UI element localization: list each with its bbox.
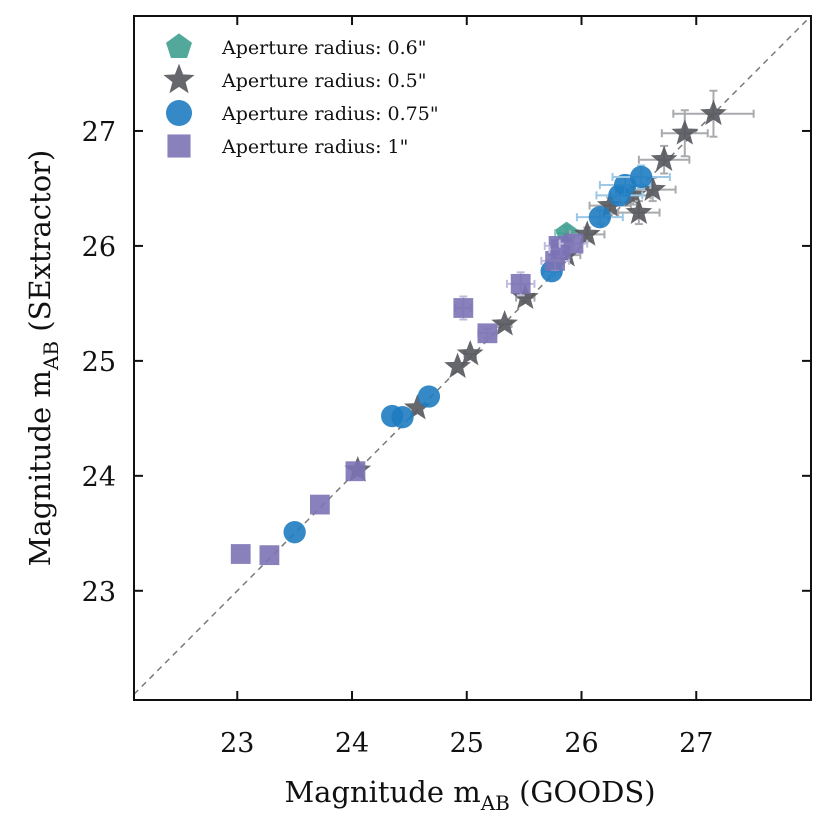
x-axis-label-subscript: AB: [480, 791, 510, 815]
legend-marker-square: [167, 134, 191, 158]
x-tick-label: 27: [679, 728, 713, 759]
data-point-star: [639, 175, 666, 201]
x-tick-label: 26: [564, 728, 598, 759]
series-square: [230, 233, 589, 566]
data-point-star: [671, 119, 699, 145]
data-point-square: [453, 298, 474, 318]
data-point-star: [625, 198, 653, 224]
y-tick-label: 26: [82, 232, 116, 263]
data-point-star: [573, 220, 601, 246]
data-point-circle: [588, 206, 612, 229]
data-point-star: [491, 310, 518, 336]
legend-item-square: Aperture radius: 1": [167, 134, 408, 158]
data-point-square: [230, 544, 251, 564]
legend-marker-circle: [165, 99, 193, 127]
y-tick-label: 27: [82, 117, 116, 148]
data-point-square: [510, 273, 531, 294]
data-point-circle: [391, 406, 414, 429]
data-point-star: [456, 339, 484, 366]
plot-frame: [133, 15, 812, 701]
data-point-circle: [630, 165, 653, 189]
data-point-star: [650, 145, 678, 172]
y-tick-label: 24: [82, 462, 116, 493]
data-point-square: [309, 494, 330, 515]
data-point-square: [259, 545, 280, 566]
legend-label: Aperture radius: 1": [221, 136, 408, 158]
legend-label: Aperture radius: 0.75": [221, 103, 439, 125]
data-point-square: [477, 323, 498, 344]
x-tick-label: 25: [450, 728, 484, 759]
legend-item-star: Aperture radius: 0.5": [163, 63, 426, 94]
data-point-star: [404, 393, 431, 420]
legend: Aperture radius: 0.6" Aperture radius: 0.…: [163, 33, 439, 158]
data-point-star: [700, 99, 727, 126]
x-tick-label: 23: [220, 728, 254, 759]
data-point-star: [596, 191, 624, 218]
data-point-square: [345, 461, 366, 482]
data-point-circle: [417, 385, 441, 408]
y-tick-label: 23: [82, 577, 116, 608]
y-tick-label: 25: [82, 347, 116, 378]
axis-ticks: 23 24 25 26 27 23 24 25 26 27: [82, 16, 811, 759]
data-point-star: [444, 352, 471, 378]
data-point-square: [563, 233, 584, 254]
x-tick-label: 24: [335, 728, 369, 759]
legend-marker-pentagon: [166, 33, 192, 59]
legend-label: Aperture radius: 0.6": [221, 37, 426, 59]
y-axis-label-subscript: AB: [39, 341, 63, 371]
identity-reference-line: [133, 15, 812, 695]
plot-area: [133, 15, 812, 695]
data-point-circle: [283, 521, 306, 544]
series-circle: [283, 164, 671, 544]
legend-item-pentagon: Aperture radius: 0.6": [166, 33, 426, 59]
x-axis-label: Magnitude mAB (GOODS): [284, 775, 655, 815]
legend-label: Aperture radius: 0.5": [221, 70, 426, 92]
legend-marker-star: [163, 63, 195, 94]
legend-item-circle: Aperture radius: 0.75": [165, 99, 439, 127]
y-axis-label: Magnitude mAB (SExtractor): [23, 150, 63, 567]
data-point-star: [619, 181, 647, 207]
data-point-star: [511, 283, 539, 310]
